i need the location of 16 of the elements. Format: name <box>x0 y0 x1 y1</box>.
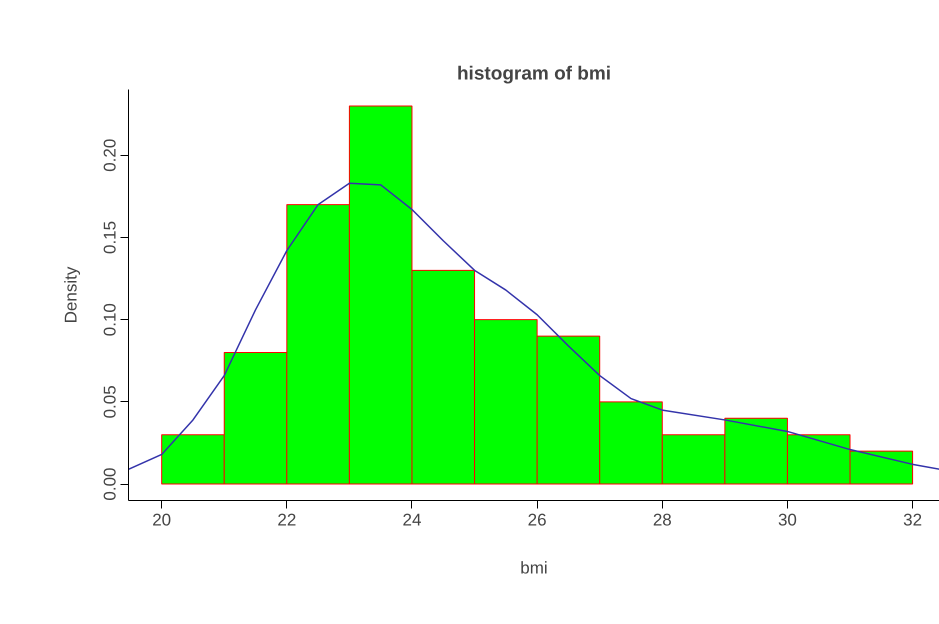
y-tick-label: 0.10 <box>100 303 120 336</box>
x-tick-label: 28 <box>652 510 672 530</box>
x-tick-label: 20 <box>152 510 172 530</box>
x-tick-label: 24 <box>402 510 422 530</box>
x-tick-label: 30 <box>778 510 797 530</box>
y-tick-label: 0.00 <box>100 468 120 501</box>
line-series <box>128 182 939 470</box>
y-tick-label: 0.20 <box>100 138 120 172</box>
y-tick-label: 0.05 <box>100 385 120 418</box>
y-axis-title: Density <box>62 266 80 324</box>
x-tick-label: 32 <box>903 510 922 530</box>
x-tick-label: 22 <box>277 510 296 530</box>
chart-title: histogram of bmi <box>456 64 612 84</box>
y-tick-label: 0.15 <box>100 220 120 254</box>
x-tick-label: 26 <box>528 510 547 530</box>
x-axis-title: bmi <box>520 558 548 578</box>
